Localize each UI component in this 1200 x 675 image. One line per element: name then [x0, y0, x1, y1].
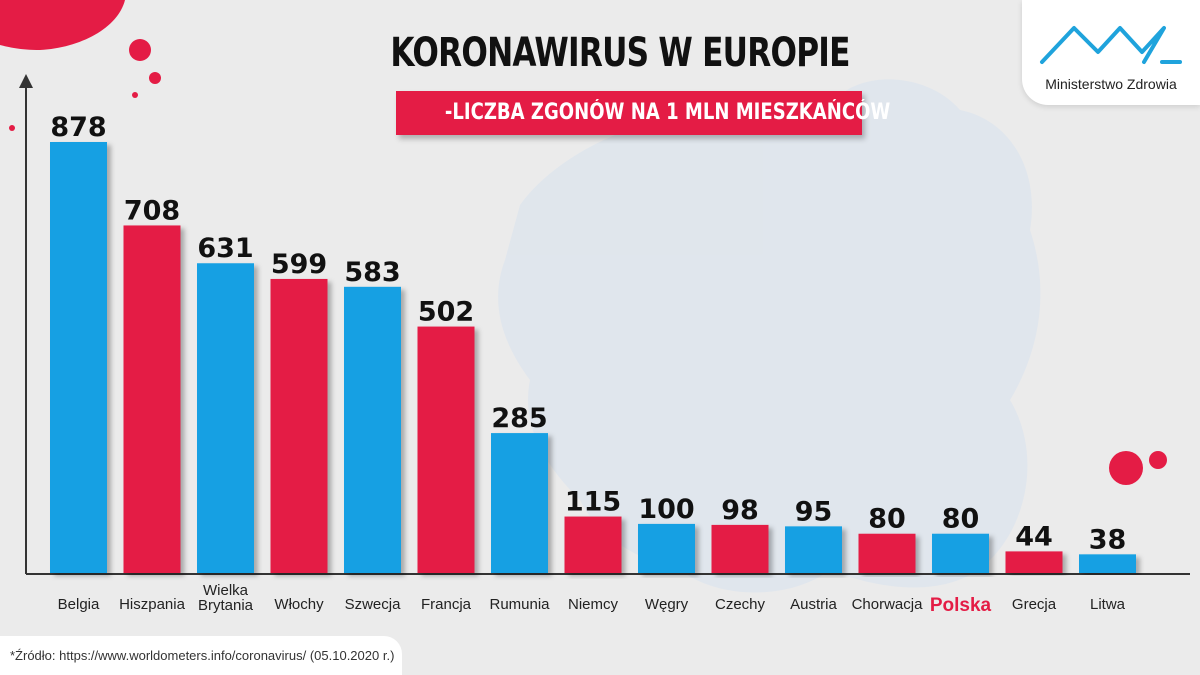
logo-text: Ministerstwo Zdrowia — [1045, 76, 1177, 92]
axes — [25, 86, 1190, 575]
category-label: Węgry — [645, 596, 689, 613]
value-label: 80 — [942, 504, 980, 535]
category-label: Rumunia — [489, 596, 550, 613]
bar-polska — [932, 533, 989, 573]
bar-chorwacja — [858, 533, 916, 573]
category-label: Włochy — [274, 596, 324, 613]
bar-francja — [417, 326, 475, 573]
corner-blob — [0, 0, 125, 50]
dot — [1149, 451, 1167, 469]
value-label: 115 — [565, 487, 621, 518]
bar-niemcy — [564, 516, 622, 573]
value-label: 98 — [721, 495, 759, 526]
bar-belgia — [50, 142, 107, 573]
source-text: *Źródło: https://www.worldometers.info/c… — [10, 648, 395, 663]
category-label: Chorwacja — [852, 596, 924, 613]
value-label: 285 — [491, 403, 547, 434]
bar-szwecja — [344, 286, 401, 573]
y-axis-arrow-icon — [19, 74, 33, 88]
dot — [149, 72, 161, 84]
category-label: Grecja — [1012, 596, 1057, 613]
category-label: Litwa — [1090, 596, 1126, 613]
subtitle-banner: -LICZBA ZGONÓW NA 1 MLN MIESZKAŃCÓW — [396, 91, 890, 135]
bar-wielka-brytania — [197, 263, 254, 573]
decorative-blobs — [0, 0, 1167, 485]
bars — [50, 142, 1136, 573]
dot — [1109, 451, 1143, 485]
category-labels: Belgia Hiszpania Wielka Brytania Włochy Szwec… — [58, 582, 1126, 616]
value-label: 95 — [795, 496, 833, 527]
value-label: 631 — [197, 233, 253, 264]
category-label: Niemcy — [568, 596, 619, 613]
dot — [132, 92, 138, 98]
category-label: Polska — [930, 595, 992, 616]
category-label: Austria — [790, 596, 837, 613]
bar-hiszpania — [123, 225, 181, 573]
europe-map-background — [498, 79, 1041, 593]
value-label: 80 — [868, 504, 906, 535]
mz-logo-icon — [1040, 26, 1182, 64]
value-label: 38 — [1089, 524, 1127, 555]
category-label: Czechy — [715, 596, 766, 613]
value-labels: 878 708 631 599 583 502 285 115 100 98 95 80 80 44 38 — [50, 112, 1126, 555]
bar-włochy — [270, 278, 328, 573]
category-label: Wielka Brytania — [198, 582, 254, 614]
value-label: 599 — [271, 249, 327, 280]
bar-austria — [785, 526, 842, 573]
category-label: Szwecja — [345, 596, 402, 613]
dot — [9, 125, 15, 131]
value-label: 878 — [50, 112, 106, 143]
chart-subtitle: -LICZBA ZGONÓW NA 1 MLN MIESZKAŃCÓW — [444, 100, 891, 125]
category-label: Belgia — [58, 596, 100, 613]
value-label: 44 — [1015, 521, 1053, 552]
value-label: 100 — [638, 494, 694, 525]
bar-litwa — [1079, 554, 1136, 573]
value-label: 708 — [124, 195, 180, 226]
category-label: Francja — [421, 596, 472, 613]
value-label: 583 — [344, 257, 400, 288]
bar-rumunia — [491, 433, 548, 573]
ministry-logo: Ministerstwo Zdrowia — [1022, 0, 1200, 105]
source-note: *Źródło: https://www.worldometers.info/c… — [0, 636, 402, 675]
bar-czechy — [711, 524, 769, 573]
bar-grecja — [1005, 551, 1063, 573]
category-label: Hiszpania — [119, 596, 186, 613]
chart-title: KORONAWIRUS W EUROPIE — [390, 30, 850, 76]
value-label: 502 — [418, 297, 474, 328]
bar-węgry — [638, 523, 695, 573]
dot — [129, 39, 151, 61]
